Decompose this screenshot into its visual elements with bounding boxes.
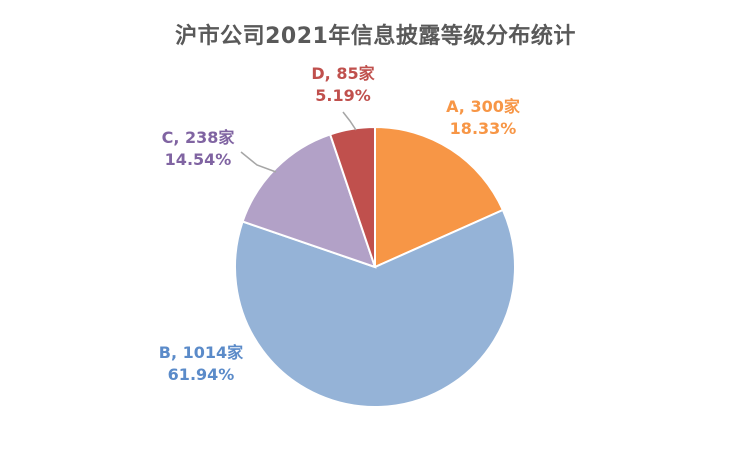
pie-slice-c	[241, 133, 377, 269]
pie-slice-d	[328, 125, 376, 268]
data-label-c: C, 238家	[162, 128, 236, 147]
data-label-d: D, 85家	[311, 64, 375, 83]
percent-label-d: 5.19%	[315, 86, 371, 105]
data-label-a: A, 300家	[446, 97, 521, 116]
data-label-b: B, 1014家	[159, 343, 244, 362]
leader-line-c	[240, 151, 277, 173]
chart-title: 沪市公司2021年信息披露等级分布统计	[175, 24, 576, 49]
pie-slice-b	[234, 208, 516, 408]
pie-slice-a	[374, 125, 505, 269]
percent-label-a: 18.33%	[450, 119, 517, 138]
percent-label-b: 61.94%	[168, 365, 235, 384]
leader-line-d	[342, 111, 357, 131]
percent-label-c: 14.54%	[165, 150, 232, 169]
